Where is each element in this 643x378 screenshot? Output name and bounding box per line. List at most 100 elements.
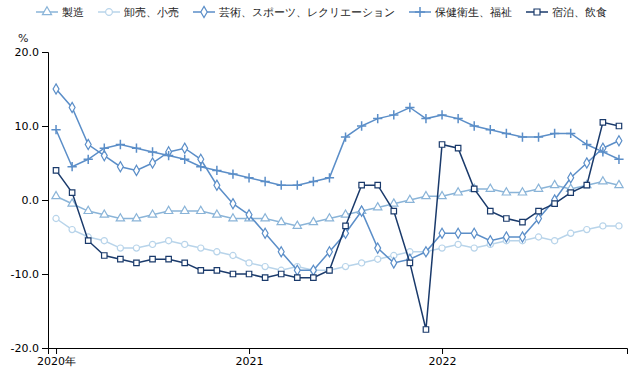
point <box>520 219 525 224</box>
point <box>133 245 139 251</box>
x-tick: 2021 <box>236 348 264 368</box>
point <box>214 180 220 190</box>
axis-line <box>42 53 49 349</box>
point <box>454 188 462 195</box>
point <box>117 245 123 251</box>
point <box>616 123 621 128</box>
point <box>455 228 461 238</box>
legend-marker <box>201 6 207 17</box>
point <box>213 210 221 217</box>
point <box>164 206 172 213</box>
legend-label: 保健衛生、福祉 <box>435 6 512 19</box>
point <box>309 177 318 186</box>
point <box>520 232 526 242</box>
point <box>166 238 172 244</box>
point <box>470 121 479 130</box>
point <box>615 180 623 187</box>
y-tick: -10.0 <box>11 268 48 281</box>
tick-label: 2020年 <box>37 355 76 368</box>
point <box>53 215 59 221</box>
point <box>359 206 365 216</box>
point <box>116 140 125 149</box>
series-line <box>56 122 619 329</box>
point <box>359 260 365 266</box>
x-tick: 2022 <box>429 348 457 368</box>
point <box>470 184 478 191</box>
point <box>471 245 477 251</box>
point <box>197 206 205 213</box>
tick-mark <box>42 348 48 349</box>
point <box>278 271 283 276</box>
point <box>342 264 348 270</box>
point <box>212 166 221 175</box>
point <box>277 217 285 224</box>
tick-mark <box>249 348 250 354</box>
point <box>293 221 301 228</box>
legend-label: 卸売、小売 <box>124 6 179 19</box>
point <box>100 144 109 153</box>
point <box>406 195 414 202</box>
point <box>214 249 220 255</box>
point <box>566 129 575 138</box>
point <box>616 136 622 146</box>
plot: -20.0-10.00.010.020.02020年20212022 <box>11 46 628 368</box>
point <box>84 206 92 213</box>
y-tick: 0.0 <box>22 194 49 207</box>
legend-label: 宿泊、飲食 <box>552 6 607 19</box>
legend-label: 製造 <box>62 6 84 19</box>
point <box>101 238 107 244</box>
point <box>180 155 189 164</box>
point <box>132 214 140 221</box>
point <box>584 158 590 168</box>
point <box>487 236 493 246</box>
point <box>375 182 380 187</box>
x-axis: 2020年 2021 2022 <box>37 348 627 368</box>
point <box>421 114 430 123</box>
point <box>423 247 429 257</box>
series <box>53 120 621 333</box>
tick-label: 2022 <box>429 355 457 368</box>
point <box>198 245 204 251</box>
point <box>341 132 350 141</box>
series-line <box>56 89 619 270</box>
point <box>423 327 428 332</box>
point <box>69 227 75 233</box>
point <box>550 129 559 138</box>
point <box>134 260 139 265</box>
point <box>69 102 75 112</box>
tick-mark <box>42 126 48 127</box>
point <box>228 169 237 178</box>
point <box>196 162 205 171</box>
point <box>600 120 605 125</box>
point <box>568 173 574 183</box>
marks <box>51 84 623 332</box>
y-axis-label: % <box>18 32 28 45</box>
point <box>391 208 396 213</box>
legend-marker <box>42 7 51 15</box>
point <box>568 190 573 195</box>
point <box>535 234 541 240</box>
point <box>325 173 334 182</box>
point <box>182 143 188 153</box>
point <box>230 199 236 209</box>
y-axis: -20.0-10.00.010.020.0 <box>11 46 49 355</box>
point <box>518 132 527 141</box>
point <box>261 214 269 221</box>
series-line <box>56 182 619 226</box>
legend-label: 芸術、スポーツ、レクリエーション <box>219 6 395 19</box>
point <box>598 147 607 156</box>
point <box>164 151 173 160</box>
point <box>102 253 107 258</box>
tick-mark <box>42 274 48 275</box>
tick-mark <box>442 348 443 354</box>
point <box>616 223 622 229</box>
point <box>246 260 252 266</box>
point <box>148 210 156 217</box>
point <box>503 232 509 242</box>
axis-line <box>49 349 628 355</box>
point <box>262 228 268 238</box>
point <box>552 201 557 206</box>
point <box>536 213 542 223</box>
point <box>375 243 381 253</box>
point <box>182 260 187 265</box>
